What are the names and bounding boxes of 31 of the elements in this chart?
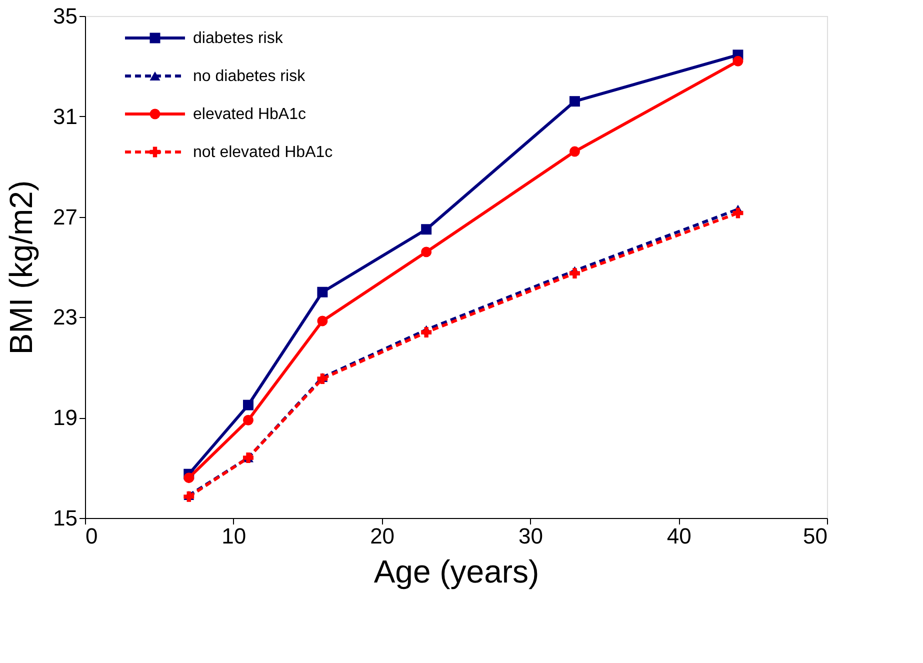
point: [242, 414, 254, 426]
x-tick-label: 50: [803, 524, 828, 548]
point: [569, 96, 580, 107]
y-tick-label: 31: [53, 104, 78, 129]
legend-label: not elevated HbA1c: [193, 144, 333, 161]
y-tick-label: 35: [53, 4, 78, 28]
x-tick-label: 10: [222, 524, 246, 548]
point: [184, 472, 194, 484]
y-tick-label: 15: [53, 506, 78, 530]
point: [421, 224, 432, 235]
point: [732, 208, 744, 218]
x-tick-label: 0: [86, 524, 98, 548]
x-axis-title: Age (years): [374, 554, 540, 590]
x-tick-label: 40: [666, 524, 692, 548]
legend-label: no diabetes risk: [193, 68, 306, 85]
y-axis-title: BMI (kg/m2): [3, 180, 40, 355]
point: [421, 327, 432, 338]
point: [317, 286, 328, 298]
point: [732, 56, 744, 66]
x-tick-label: 30: [518, 524, 543, 548]
legend-label: diabetes risk: [193, 30, 284, 47]
point: [317, 316, 328, 326]
point: [421, 246, 432, 258]
x-tick-label: 20: [370, 524, 395, 548]
y-tick-label: 19: [53, 405, 78, 430]
y-tick-label: 27: [53, 204, 78, 230]
y-tick-label: 23: [53, 304, 78, 330]
point: [242, 400, 254, 410]
point: [569, 146, 580, 157]
point: [569, 268, 580, 279]
legend-label: elevated HbA1c: [193, 106, 306, 123]
